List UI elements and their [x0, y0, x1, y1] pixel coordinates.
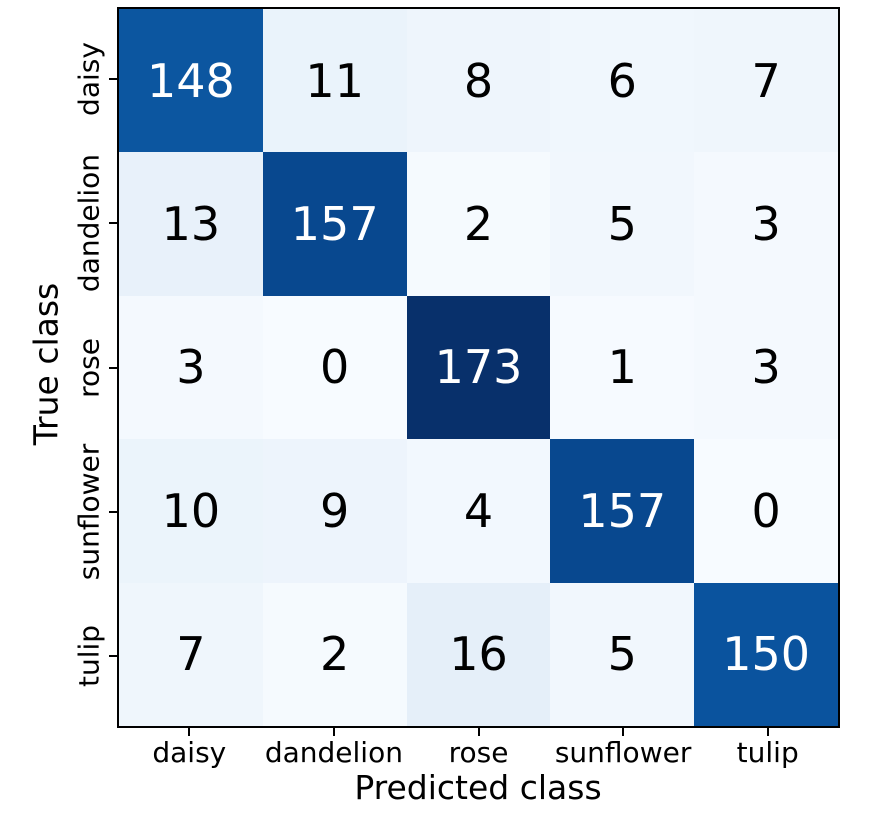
- x-tick-label-tulip: tulip: [736, 736, 799, 769]
- x-tick-mark-rose: [477, 728, 480, 736]
- y-tick-mark-tulip: [109, 654, 117, 657]
- y-tick-label-rose: rose: [72, 337, 106, 398]
- cell-daisy-tulip: 7: [694, 9, 838, 153]
- cell-rose-daisy: 3: [119, 295, 263, 440]
- cell-dandelion-daisy: 13: [119, 152, 263, 296]
- cell-dandelion-rose: 2: [406, 152, 551, 296]
- heatmap-plot: 148 11 8 6 7 13 157 2 5 3 3 0 173 1 3 10 9 4 157 0 7 2 16 5 150: [117, 7, 840, 728]
- x-tick-mark-dandelion: [332, 728, 335, 736]
- y-tick-label-daisy: daisy: [72, 42, 106, 117]
- cell-tulip-tulip: 150: [694, 582, 838, 726]
- cell-daisy-daisy: 148: [119, 9, 263, 153]
- cell-dandelion-dandelion: 157: [262, 152, 407, 296]
- x-tick-mark-tulip: [766, 728, 769, 736]
- y-tick-mark-dandelion: [109, 222, 117, 225]
- cell-daisy-rose: 8: [406, 9, 551, 153]
- cell-rose-tulip: 3: [694, 295, 838, 440]
- cell-tulip-sunflower: 5: [550, 582, 695, 726]
- cell-rose-sunflower: 1: [550, 295, 695, 440]
- cell-sunflower-tulip: 0: [694, 439, 838, 583]
- y-tick-mark-daisy: [109, 78, 117, 81]
- cell-dandelion-sunflower: 5: [550, 152, 695, 296]
- y-tick-mark-rose: [109, 366, 117, 369]
- y-tick-label-sunflower: sunflower: [72, 443, 106, 580]
- x-axis-title: Predicted class: [354, 768, 602, 807]
- x-tick-label-daisy: daisy: [152, 736, 227, 769]
- cell-sunflower-daisy: 10: [119, 439, 263, 583]
- cell-dandelion-tulip: 3: [694, 152, 838, 296]
- cell-daisy-sunflower: 6: [550, 9, 695, 153]
- x-tick-label-dandelion: dandelion: [264, 736, 403, 769]
- cell-sunflower-rose: 4: [406, 439, 551, 583]
- cell-sunflower-dandelion: 9: [262, 439, 407, 583]
- y-axis-title: True class: [26, 282, 66, 446]
- y-tick-label-tulip: tulip: [72, 624, 106, 687]
- y-tick-mark-sunflower: [109, 510, 117, 513]
- x-tick-mark-sunflower: [622, 728, 625, 736]
- cell-tulip-rose: 16: [406, 582, 551, 726]
- y-tick-label-dandelion: dandelion: [72, 154, 106, 293]
- cell-tulip-daisy: 7: [119, 582, 263, 726]
- x-tick-label-rose: rose: [448, 736, 509, 769]
- cell-sunflower-sunflower: 157: [550, 439, 695, 583]
- cell-tulip-dandelion: 2: [262, 582, 407, 726]
- cell-rose-dandelion: 0: [262, 295, 407, 440]
- x-tick-label-sunflower: sunflower: [554, 736, 692, 769]
- cell-rose-rose: 173: [406, 295, 551, 440]
- x-tick-mark-daisy: [188, 728, 191, 736]
- heatmap-grid: 148 11 8 6 7 13 157 2 5 3 3 0 173 1 3 10 9 4 157 0 7 2 16 5 150: [119, 9, 838, 726]
- cell-daisy-dandelion: 11: [262, 9, 407, 153]
